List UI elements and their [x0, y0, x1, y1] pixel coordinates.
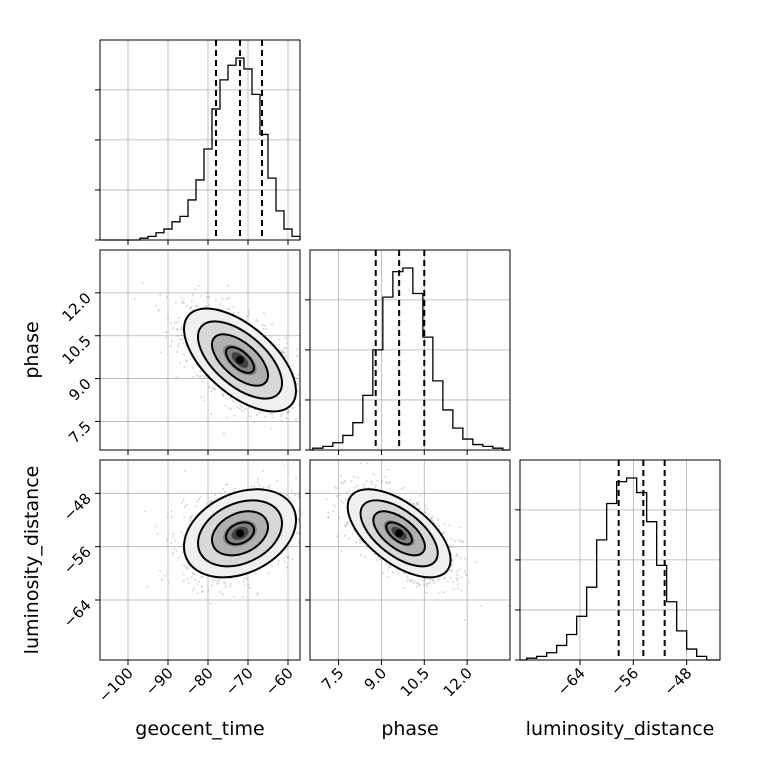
- contour-0: [346, 488, 452, 579]
- density-peak: [236, 529, 244, 538]
- density-peak: [236, 356, 244, 364]
- density-panel-geocent_time-luminosity_distance: −100 −90 −80 −70 −60 −64 −56 −48: [60, 459, 301, 706]
- x-label-luminosity-distance: luminosity_distance: [526, 718, 715, 740]
- x-label-phase: phase: [381, 718, 438, 740]
- hist-luminosity_distance-frame: [519, 459, 721, 661]
- contour-1: [197, 499, 283, 568]
- density-3-ytick-label: 7.5: [65, 418, 95, 448]
- density-3-ytick-label: 9.0: [65, 375, 95, 405]
- density-3-ytick-label: 10.5: [58, 332, 94, 368]
- hist-panel-phase: [305, 249, 511, 455]
- density-4-xtick-label: −100: [95, 664, 137, 706]
- density-5-frame: [309, 459, 511, 661]
- density-5-xtick-label: 9.0: [361, 664, 391, 694]
- contour-0: [182, 488, 298, 579]
- contour-3: [225, 346, 255, 374]
- histogram-phase: [310, 267, 510, 451]
- density-4-xtick-label: −70: [222, 664, 257, 699]
- contour-2: [372, 510, 426, 557]
- density-5-xtick-label: 7.5: [318, 664, 348, 694]
- density-4-xtick-label: −90: [142, 664, 177, 699]
- density-4-xtick-label: −80: [182, 664, 217, 699]
- density-4-xtick-label: −60: [262, 664, 297, 699]
- hist-phase-frame: [309, 249, 511, 451]
- density-panel-geocent_time-phase: 7.5 9.0 10.5 12.0: [58, 249, 301, 455]
- contour-2: [211, 510, 269, 557]
- density-4-frame: [99, 459, 301, 661]
- contour-3: [385, 521, 413, 546]
- density-panel-phase-luminosity_distance: 7.5 9.0 10.5 12.0: [305, 459, 511, 700]
- density-5-xtick-label: 10.5: [397, 664, 433, 700]
- contour-1: [196, 320, 284, 400]
- y-label-phase: phase: [21, 321, 43, 378]
- density-4-ytick-label: −48: [60, 489, 95, 524]
- histogram-geocent_time: [100, 57, 301, 241]
- density-peak: [395, 529, 404, 538]
- hist-geocent_time-frame: [99, 39, 301, 241]
- density-3-frame: [99, 249, 301, 451]
- x-label-geocent-time: geocent_time: [135, 718, 264, 740]
- contour-1: [359, 499, 439, 568]
- contour-2: [211, 333, 269, 387]
- hist-panel-geocent_time: [95, 39, 301, 245]
- hist-luminosity_distance-xtick-label: −64: [554, 664, 589, 699]
- density-4-ytick-label: −64: [60, 596, 95, 631]
- density-4-ytick-label: −56: [60, 543, 95, 578]
- contour-0: [183, 307, 297, 413]
- density-5-xtick-label: 12.0: [440, 664, 476, 700]
- hist-luminosity_distance-xtick-label: −48: [660, 664, 695, 699]
- contour-3: [224, 521, 256, 546]
- y-label-luminosity-distance: luminosity_distance: [21, 466, 43, 655]
- histogram-luminosity_distance: [520, 477, 720, 661]
- density-3-ytick-label: 12.0: [58, 289, 94, 325]
- hist-panel-luminosity_distance: −64 −56 −48: [515, 459, 721, 699]
- hist-luminosity_distance-xtick-label: −56: [607, 664, 642, 699]
